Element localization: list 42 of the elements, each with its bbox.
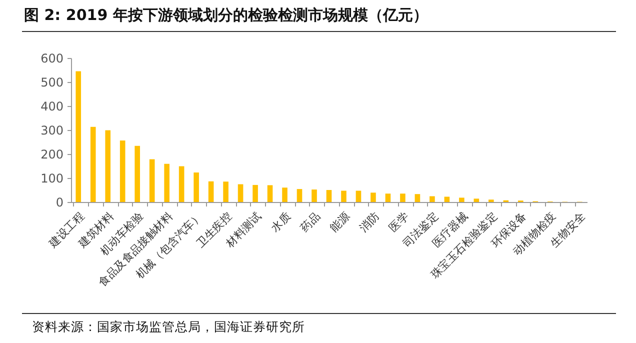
- bar: [134, 146, 140, 202]
- x-tick-label: 药品: [298, 210, 323, 235]
- bar: [90, 126, 96, 202]
- bar: [444, 196, 450, 202]
- bar: [76, 71, 82, 202]
- bar: [341, 190, 346, 202]
- bar: [385, 194, 391, 202]
- bar: [105, 130, 111, 202]
- bar: [370, 192, 376, 202]
- bar: [282, 188, 288, 202]
- bar: [267, 185, 273, 202]
- x-tick-label: 消防: [356, 210, 382, 235]
- x-tick-label: 水质: [268, 210, 294, 235]
- y-tick-label: 200: [40, 148, 64, 162]
- y-tick-label: 100: [40, 172, 64, 186]
- y-tick-label: 0: [56, 196, 64, 210]
- bar: [312, 190, 317, 202]
- bar: [430, 196, 435, 202]
- bar: [459, 198, 464, 202]
- bar: [326, 190, 332, 202]
- bar: [296, 189, 302, 202]
- bar: [208, 181, 214, 202]
- bar: [120, 140, 126, 202]
- x-tick-label: 能源: [327, 210, 352, 235]
- y-tick-label: 500: [40, 76, 64, 90]
- bar: [400, 194, 406, 202]
- bar: [474, 198, 480, 202]
- bar: [194, 172, 199, 202]
- y-tick-label: 300: [40, 124, 64, 138]
- bar: [252, 184, 258, 202]
- x-tick-label: 医学: [386, 210, 412, 235]
- bar: [356, 190, 362, 202]
- chart-title: 图 2: 2019 年按下游领域划分的检验检测市场规模（亿元）: [24, 6, 428, 25]
- y-tick-label: 600: [40, 52, 64, 66]
- bar: [223, 182, 228, 202]
- bar: [178, 166, 184, 202]
- bar: [238, 184, 244, 202]
- y-tick-label: 400: [40, 100, 64, 114]
- bar: [414, 194, 420, 202]
- bar: [164, 164, 170, 202]
- text: 资料来源：国家市场监管总局，国海证券研究所: [32, 319, 305, 336]
- bar: [149, 159, 155, 202]
